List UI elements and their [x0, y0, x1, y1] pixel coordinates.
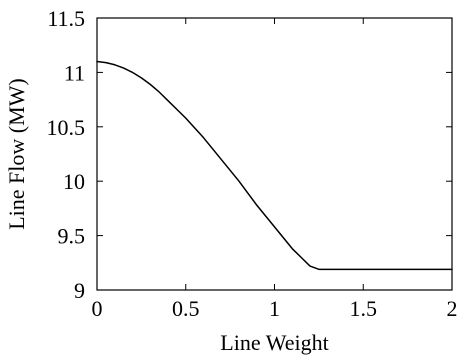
y-tick-label: 11	[64, 60, 85, 85]
plot-frame	[96, 17, 453, 291]
y-tick-label: 9.5	[58, 224, 86, 249]
x-tick-label: 0	[92, 296, 103, 321]
y-axis-label: Line Flow (MW)	[4, 78, 29, 230]
y-tick-label: 9	[74, 278, 85, 303]
x-tick-label: 0.5	[172, 296, 200, 321]
y-tick-label: 11.5	[47, 6, 85, 31]
y-tick-label: 10.5	[47, 115, 86, 140]
plot-area	[96, 17, 453, 291]
y-tick-label: 10	[63, 169, 85, 194]
x-tick-label: 2	[447, 296, 458, 321]
x-axis-label: Line Weight	[220, 330, 328, 355]
x-tick-label: 1.5	[350, 296, 378, 321]
series-line-1	[96, 60, 453, 271]
x-tick-label: 1	[269, 296, 280, 321]
axis-labels: Line Weight Line Flow (MW)	[4, 78, 329, 355]
